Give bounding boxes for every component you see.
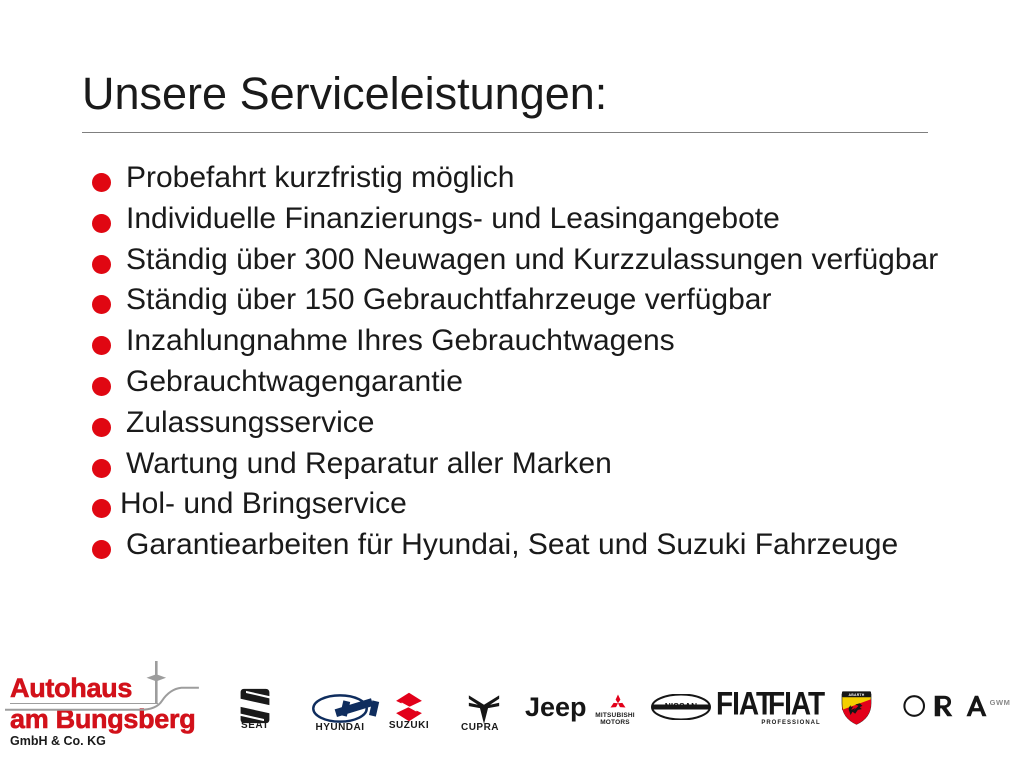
svg-text:NISSAN: NISSAN: [665, 701, 698, 711]
svg-text:ABARTH: ABARTH: [848, 693, 864, 697]
